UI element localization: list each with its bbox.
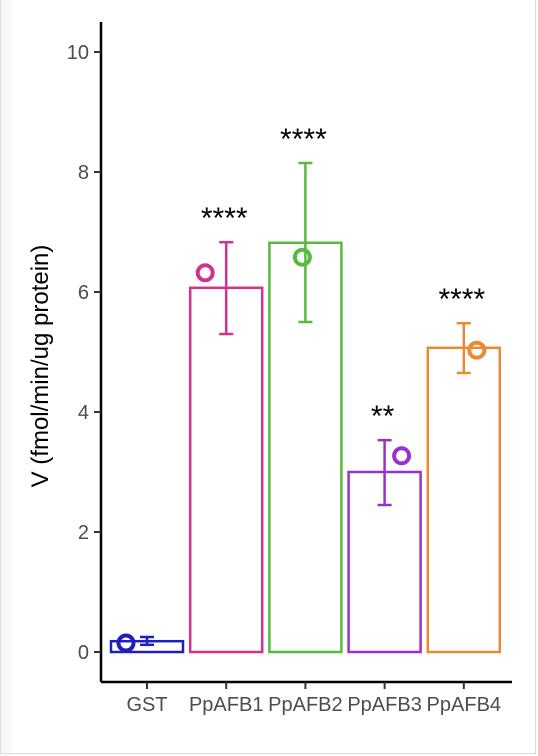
- data-points: [116, 247, 487, 653]
- x-tick-label: PpAFB4: [427, 694, 501, 716]
- data-point: [116, 633, 136, 653]
- x-tick-label: GST: [126, 694, 167, 716]
- significance-label: **: [371, 400, 395, 433]
- significance-label: ****: [438, 283, 485, 316]
- data-point: [392, 446, 412, 466]
- x-tick-label: PpAFB3: [347, 694, 421, 716]
- y-tick-label: 4: [78, 402, 89, 424]
- significance-label: ****: [201, 202, 248, 235]
- y-tick-label: 10: [67, 42, 89, 64]
- y-tick-label: 2: [78, 522, 89, 544]
- significance-label: ****: [280, 123, 327, 156]
- bar-ppafb1: [188, 286, 264, 654]
- panel-gutter: [0, 0, 12, 756]
- data-point: [195, 263, 215, 283]
- significance-labels: **************: [201, 123, 486, 433]
- bar-ppafb4: [426, 346, 502, 654]
- y-axis: 0 2 4 6 8 10: [67, 22, 103, 682]
- error-bars: [140, 161, 471, 647]
- y-axis-title: V (fmol/min/ug protein): [27, 245, 54, 488]
- x-axis: GST PpAFB1 PpAFB2 PpAFB3 PpAFB4: [101, 680, 512, 716]
- x-tick-label: PpAFB1: [189, 694, 263, 716]
- y-tick-label: 0: [78, 642, 89, 664]
- y-tick-label: 6: [78, 282, 89, 304]
- data-point: [292, 247, 312, 267]
- data-point: [467, 340, 487, 360]
- x-tick-label: PpAFB2: [268, 694, 342, 716]
- y-tick-label: 8: [78, 162, 89, 184]
